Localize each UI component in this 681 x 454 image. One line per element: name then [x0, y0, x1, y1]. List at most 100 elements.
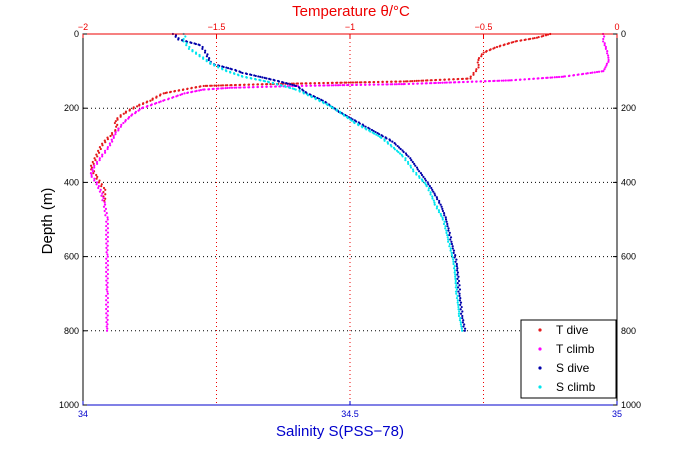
- data-point: [339, 112, 342, 115]
- data-point: [442, 212, 446, 215]
- data-point: [413, 162, 416, 165]
- data-point: [93, 157, 96, 160]
- data-point: [451, 256, 454, 259]
- data-point: [294, 88, 297, 91]
- data-point: [458, 284, 461, 287]
- data-point: [373, 132, 376, 135]
- data-point: [431, 197, 434, 200]
- data-point: [602, 40, 605, 43]
- data-point: [174, 35, 177, 38]
- data-point: [394, 143, 397, 146]
- data-point: [109, 134, 112, 138]
- data-point: [607, 56, 610, 59]
- data-point: [198, 55, 201, 58]
- data-point: [447, 229, 450, 232]
- data-point: [278, 85, 281, 88]
- data-point: [298, 87, 301, 90]
- data-point: [458, 299, 461, 302]
- data-point: [103, 151, 107, 154]
- data-point: [433, 201, 436, 204]
- data-point: [233, 86, 236, 89]
- data-point: [500, 79, 503, 82]
- data-point: [426, 181, 429, 184]
- data-point: [256, 85, 259, 89]
- data-point: [95, 181, 99, 184]
- data-point: [452, 249, 456, 252]
- data-point: [90, 166, 93, 169]
- data-point: [230, 86, 234, 89]
- data-point: [422, 175, 425, 178]
- data-point: [463, 323, 466, 326]
- data-point: [105, 262, 108, 265]
- data-point: [105, 246, 108, 249]
- data-point: [362, 124, 365, 127]
- data-point: [391, 140, 394, 143]
- data-point: [259, 79, 262, 82]
- data-point: [401, 149, 404, 152]
- data-point: [540, 77, 544, 80]
- data-point: [106, 286, 109, 289]
- data-point: [318, 84, 321, 87]
- data-point: [101, 155, 104, 158]
- data-point: [427, 189, 430, 192]
- data-point: [191, 50, 194, 53]
- data-point: [450, 240, 453, 243]
- data-point: [101, 153, 104, 156]
- data-point: [607, 58, 610, 62]
- data-point: [589, 71, 592, 75]
- data-point: [448, 231, 451, 234]
- data-point: [461, 310, 464, 313]
- data-point: [345, 81, 348, 84]
- data-point: [465, 77, 468, 80]
- data-point: [182, 37, 185, 41]
- data-point: [106, 235, 109, 239]
- data-point: [358, 122, 361, 125]
- data-point: [251, 86, 254, 89]
- data-point: [105, 316, 108, 319]
- data-point: [122, 112, 125, 115]
- data-point: [105, 257, 108, 260]
- data-point: [116, 118, 119, 121]
- data-point: [207, 58, 210, 62]
- data-point: [273, 79, 276, 82]
- data-point: [407, 155, 410, 158]
- data-point: [206, 53, 209, 56]
- data-point: [162, 99, 165, 102]
- data-point: [480, 55, 483, 58]
- data-point: [208, 57, 211, 60]
- data-point: [418, 175, 421, 178]
- data-point: [385, 83, 388, 86]
- data-point: [182, 40, 185, 43]
- data-point: [475, 68, 478, 71]
- data-point: [488, 49, 491, 52]
- data-point: [553, 76, 556, 79]
- data-point: [220, 87, 223, 90]
- data-point: [354, 81, 357, 84]
- data-point: [106, 305, 110, 308]
- data-point: [424, 79, 428, 82]
- data-point: [452, 81, 456, 84]
- data-point: [322, 84, 325, 87]
- data-point: [346, 83, 349, 87]
- data-point: [406, 160, 410, 164]
- data-point: [424, 179, 427, 182]
- data-point: [358, 81, 362, 84]
- data-point: [217, 84, 220, 87]
- data-point: [106, 292, 109, 295]
- data-point: [479, 80, 482, 83]
- data-point: [112, 134, 115, 138]
- data-point: [462, 325, 465, 328]
- data-point: [105, 266, 108, 269]
- data-point: [98, 159, 101, 162]
- data-point: [448, 242, 451, 246]
- data-point: [350, 83, 353, 87]
- data-point: [456, 301, 459, 304]
- series-s-climb: [182, 32, 464, 332]
- data-point: [376, 83, 380, 86]
- data-point: [427, 187, 431, 190]
- data-point: [318, 100, 321, 103]
- data-point: [105, 320, 108, 324]
- data-point: [173, 90, 176, 93]
- data-point: [454, 275, 457, 278]
- data-point: [446, 236, 449, 239]
